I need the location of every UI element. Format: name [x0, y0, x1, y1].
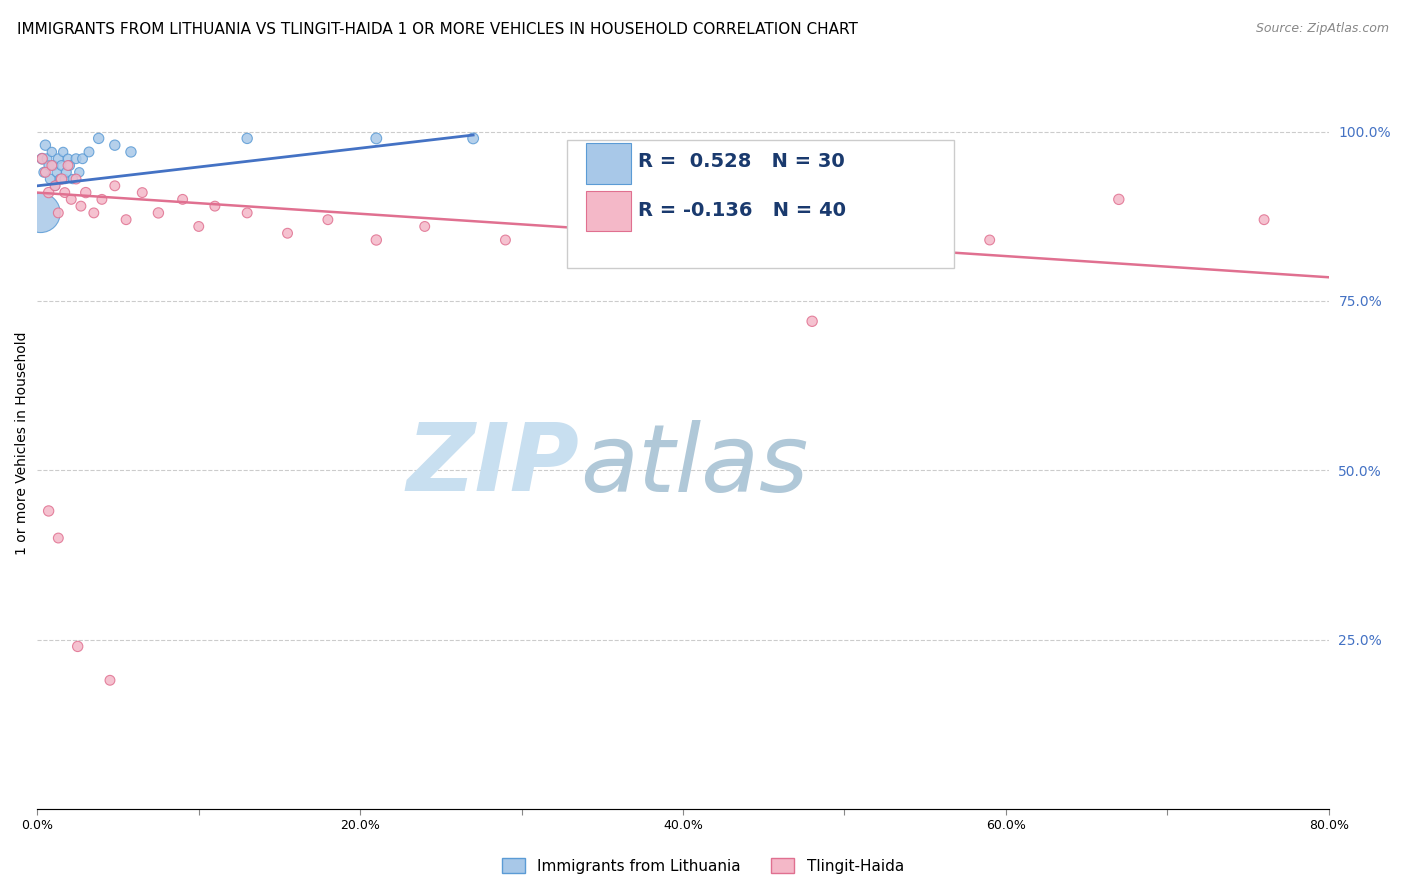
Point — [979, 233, 1001, 247]
FancyBboxPatch shape — [586, 191, 631, 231]
Point — [75, 186, 97, 200]
Point — [87, 131, 110, 145]
Point — [575, 219, 598, 234]
Point — [45, 165, 67, 179]
Point — [60, 193, 83, 207]
Y-axis label: 1 or more Vehicles in Household: 1 or more Vehicles in Household — [15, 332, 30, 555]
Point — [44, 178, 66, 193]
Point — [801, 314, 824, 328]
Point — [41, 159, 63, 173]
Point — [148, 206, 170, 220]
Point — [316, 212, 339, 227]
Point — [98, 673, 121, 688]
Point — [32, 165, 55, 179]
Point — [494, 233, 516, 247]
Point — [104, 138, 127, 153]
Text: R =  0.528   N = 30: R = 0.528 N = 30 — [638, 152, 845, 171]
Point — [1253, 212, 1275, 227]
Point — [53, 172, 76, 186]
Point — [72, 152, 94, 166]
Point — [34, 165, 56, 179]
Point — [38, 159, 60, 173]
Point — [413, 219, 436, 234]
FancyBboxPatch shape — [586, 144, 631, 184]
Point — [463, 131, 485, 145]
Point — [104, 178, 127, 193]
Point — [276, 226, 298, 240]
Legend: Immigrants from Lithuania, Tlingit-Haida: Immigrants from Lithuania, Tlingit-Haida — [496, 852, 910, 880]
Point — [591, 240, 613, 254]
Point — [65, 172, 87, 186]
Point — [236, 206, 259, 220]
Point — [115, 212, 138, 227]
Point — [39, 172, 62, 186]
Point — [46, 152, 69, 166]
Point — [31, 152, 53, 166]
Point — [41, 145, 63, 159]
Point — [56, 159, 79, 173]
Point — [46, 206, 69, 220]
Point — [38, 186, 60, 200]
Point — [366, 131, 388, 145]
Point — [31, 152, 53, 166]
Point — [366, 233, 388, 247]
Point — [51, 172, 73, 186]
Point — [172, 193, 194, 207]
Text: IMMIGRANTS FROM LITHUANIA VS TLINGIT-HAIDA 1 OR MORE VEHICLES IN HOUSEHOLD CORRE: IMMIGRANTS FROM LITHUANIA VS TLINGIT-HAI… — [17, 22, 858, 37]
Point — [90, 193, 112, 207]
Point — [51, 159, 73, 173]
Point — [187, 219, 209, 234]
Point — [35, 152, 58, 166]
Point — [49, 172, 72, 186]
Point — [65, 152, 87, 166]
Point — [70, 199, 93, 213]
Point — [59, 159, 82, 173]
Point — [204, 199, 226, 213]
Point — [131, 186, 153, 200]
Point — [120, 145, 142, 159]
Text: ZIP: ZIP — [406, 419, 579, 511]
Text: Source: ZipAtlas.com: Source: ZipAtlas.com — [1256, 22, 1389, 36]
Point — [236, 131, 259, 145]
Point — [52, 145, 75, 159]
Point — [77, 145, 100, 159]
Point — [42, 159, 65, 173]
Point — [834, 219, 856, 234]
Point — [38, 504, 60, 518]
Point — [46, 531, 69, 545]
Point — [66, 640, 89, 654]
Point — [1108, 193, 1130, 207]
Text: R = -0.136   N = 40: R = -0.136 N = 40 — [638, 201, 846, 220]
FancyBboxPatch shape — [567, 140, 955, 268]
Point — [62, 172, 84, 186]
Point — [67, 165, 90, 179]
Point — [44, 178, 66, 193]
Point — [655, 233, 678, 247]
Point — [83, 206, 105, 220]
Point — [30, 206, 52, 220]
Text: atlas: atlas — [579, 419, 808, 510]
Point — [56, 152, 79, 166]
Point — [34, 138, 56, 153]
Point — [53, 186, 76, 200]
Point — [55, 165, 77, 179]
